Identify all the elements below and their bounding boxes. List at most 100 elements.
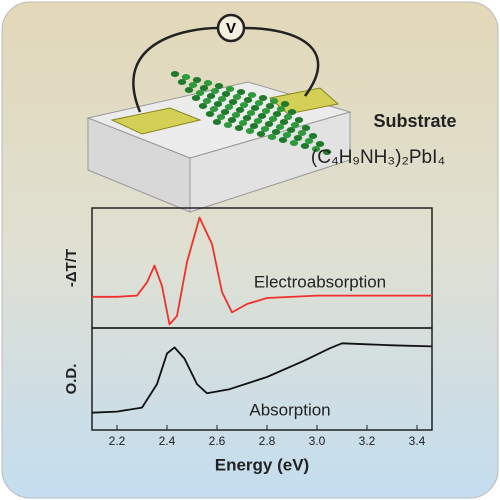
molecule [202, 98, 212, 104]
molecule [245, 128, 255, 134]
x-tick-label: 2.8 [259, 434, 276, 448]
molecule [247, 92, 257, 98]
molecule [234, 125, 244, 131]
molecule [272, 111, 282, 117]
molecule [228, 99, 238, 105]
molecule [261, 108, 271, 114]
molecule [282, 132, 292, 138]
molecule [276, 106, 286, 112]
x-tick-label: 3.4 [409, 434, 426, 448]
molecule [265, 103, 275, 109]
molecule [191, 95, 201, 101]
molecule [242, 115, 252, 121]
molecule [315, 141, 325, 147]
molecule [216, 114, 226, 120]
molecule [294, 117, 304, 123]
line-chart: -ΔT/T Electroabsorption [63, 207, 433, 329]
molecule [293, 135, 303, 141]
molecule [235, 107, 245, 113]
x-tick-label: 2.2 [109, 434, 126, 448]
molecule [258, 95, 268, 101]
molecule [264, 121, 274, 127]
plot-frame [91, 327, 433, 431]
molecule [279, 119, 289, 125]
molecule [184, 87, 194, 93]
molecule [256, 131, 266, 137]
molecule [300, 143, 310, 149]
electrode [110, 107, 202, 135]
molecule [311, 146, 321, 152]
y-axis-label: -ΔT/T [63, 249, 80, 287]
molecule [249, 123, 259, 129]
plots: -ΔT/T Electroabsorption 2.2 2.4 2.6 2.8 3.0 3.2… [63, 207, 433, 474]
material-label: (C₄H₉NH₃)₂PbI₄ [311, 147, 445, 168]
molecule [238, 120, 248, 126]
molecule [287, 109, 297, 115]
molecule [195, 90, 205, 96]
annotation: Absorption [249, 400, 330, 419]
molecule [224, 104, 234, 110]
molecule [308, 133, 318, 139]
annotation: Electroabsorption [254, 272, 386, 291]
molecule [290, 122, 300, 128]
molecule [236, 89, 246, 95]
molecule [246, 110, 256, 116]
molecule [227, 117, 237, 123]
molecule [220, 109, 230, 115]
molecule [210, 88, 220, 94]
molecule [205, 111, 215, 117]
molecule [250, 105, 260, 111]
molecule [269, 98, 279, 104]
molecule [214, 83, 224, 89]
molecule [223, 122, 233, 128]
wire [132, 26, 320, 113]
molecule [275, 124, 285, 130]
x-axis-label: Energy (eV) [215, 455, 309, 474]
molecule [217, 96, 227, 102]
molecule [289, 140, 299, 146]
crystal [170, 71, 332, 155]
molecule [221, 91, 231, 97]
molecule [225, 86, 235, 92]
molecule [304, 138, 314, 144]
molecule [260, 126, 270, 132]
molecule [203, 80, 213, 86]
molecule [268, 116, 278, 122]
molecule [198, 103, 208, 109]
molecule [322, 149, 332, 155]
device-schematic: V Substrate (C₄H₉NH₃)₂PbI₄ [86, 13, 457, 213]
molecule [280, 101, 290, 107]
molecule [278, 137, 288, 143]
molecule [243, 97, 253, 103]
y-axis-label: O.D. [63, 364, 80, 395]
x-tick-label: 2.6 [209, 434, 226, 448]
molecule [188, 82, 198, 88]
molecule [213, 101, 223, 107]
molecule [209, 106, 219, 112]
molecule [181, 74, 191, 80]
molecule [231, 112, 241, 118]
molecule [267, 134, 277, 140]
molecule [254, 100, 264, 106]
voltmeter [216, 13, 246, 43]
line-chart: 2.2 2.4 2.6 2.8 3.0 3.2 3.4 O.D. Energy (eV) Abso… [63, 327, 433, 474]
molecule [199, 85, 209, 91]
x-tick-label: 3.2 [359, 434, 376, 448]
molecule [253, 118, 263, 124]
molecule [192, 77, 202, 83]
molecule [257, 113, 267, 119]
data-line [91, 342, 433, 414]
molecule [297, 130, 307, 136]
x-tick-label: 3.0 [309, 434, 326, 448]
data-line [92, 216, 432, 326]
molecule [170, 71, 180, 77]
molecule [301, 125, 311, 131]
molecule [177, 79, 187, 85]
molecule [232, 94, 242, 100]
molecule [239, 102, 249, 108]
x-tick-label: 2.4 [159, 434, 176, 448]
voltmeter-label: V [226, 20, 236, 37]
substrate-label: Substrate [373, 111, 456, 131]
molecule [212, 119, 222, 125]
